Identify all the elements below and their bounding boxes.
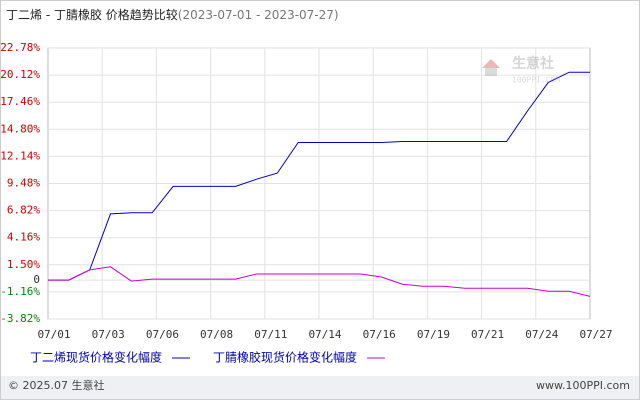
y-tick-label: 20.12% (0, 68, 40, 81)
footer-url: www.100PPI.com (536, 379, 630, 392)
watermark-site: 100PPI.COM (512, 76, 560, 85)
x-tick-label: 07/03 (92, 328, 125, 341)
chart-title: 丁二烯 - 丁腈橡胶 价格趋势比较(2023-07-01 - 2023-07-2… (6, 7, 339, 22)
series-line (48, 71, 590, 281)
series-line (48, 266, 591, 297)
x-tick-label: 07/27 (579, 328, 612, 341)
y-tick-label: 0 (33, 273, 40, 286)
x-tick-label: 07/21 (471, 328, 504, 341)
watermark-icon (482, 59, 500, 68)
x-tick-label: 07/08 (200, 328, 233, 341)
legend-label: 丁腈橡胶现货价格变化幅度 (213, 350, 357, 365)
x-tick-label: 07/16 (363, 328, 396, 341)
watermark-icon (485, 68, 497, 76)
y-tick-label: -3.82% (0, 312, 40, 325)
footer-copyright: © 2025.07 生意社 (8, 378, 104, 392)
watermark: 生意社 100PPI.COM (482, 55, 560, 85)
x-tick-label: 07/01 (37, 328, 70, 341)
x-tick-label: 07/14 (308, 328, 341, 341)
watermark-name: 生意社 (512, 55, 554, 72)
x-tick-label: 07/11 (254, 328, 287, 341)
y-tick-label: 6.82% (7, 204, 40, 217)
y-tick-label: 12.14% (0, 149, 40, 162)
x-tick-label: 07/06 (146, 328, 179, 341)
y-tick-label: 22.78% (0, 41, 40, 54)
footer-bar (1, 376, 639, 399)
y-tick-label: 14.80% (0, 122, 40, 135)
x-tick-label: 07/24 (525, 328, 558, 341)
x-tick-label: 07/19 (417, 328, 450, 341)
y-tick-label: -1.16% (0, 285, 40, 298)
y-tick-label: 1.50% (7, 258, 40, 271)
y-tick-label: 9.48% (7, 177, 40, 190)
legend-label: 丁二烯现货价格变化幅度 (30, 350, 162, 365)
date-range: (2023-07-01 - 2023-07-27) (178, 8, 339, 22)
title-text: 丁二烯 - 丁腈橡胶 价格趋势比较 (6, 7, 178, 22)
y-tick-label: 4.16% (7, 231, 40, 244)
y-tick-label: 17.46% (0, 95, 40, 108)
